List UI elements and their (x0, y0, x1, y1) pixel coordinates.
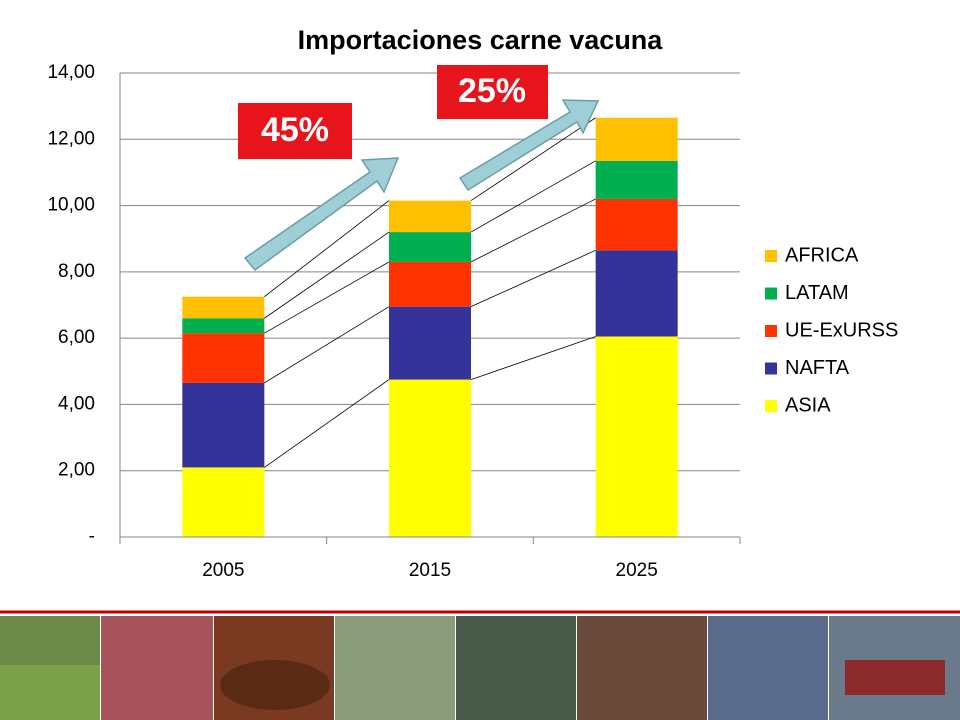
y-tick-label: 4,00 (58, 393, 95, 414)
legend-swatch (765, 362, 777, 375)
legend-swatch (765, 325, 777, 337)
legend-label: NAFTA (785, 357, 850, 379)
connector-line (470, 336, 596, 380)
legend-swatch (765, 400, 777, 412)
annotation-box (437, 65, 548, 119)
growth-arrow (243, 157, 400, 272)
bar-segment (182, 467, 265, 537)
bar-segment (182, 382, 265, 468)
connector-line (264, 261, 390, 334)
y-tick-label: 2,00 (58, 460, 95, 481)
x-tick-label: 2025 (616, 560, 658, 581)
connector-line (470, 117, 596, 201)
photo (456, 616, 576, 720)
legend-label: UE-ExURSS (785, 319, 898, 341)
x-tick-label: 2005 (202, 560, 244, 581)
bar-segment (595, 250, 678, 337)
connector-line (264, 200, 390, 298)
connector-line (470, 198, 596, 263)
photo (335, 616, 455, 720)
y-tick-label: 14,00 (47, 62, 95, 83)
connector-line (264, 306, 390, 384)
annotation-box (238, 103, 352, 159)
photo (101, 616, 213, 720)
photo (577, 616, 707, 720)
bar-segment (389, 306, 471, 380)
connector-line (264, 379, 390, 468)
x-tick-label: 2015 (409, 560, 451, 581)
photo-strip (0, 616, 960, 720)
annotation: 45% (261, 111, 329, 149)
y-tick-label: 10,00 (47, 195, 95, 216)
bar-segment (595, 160, 678, 199)
legend-label: LATAM (785, 282, 849, 304)
bar-segment (595, 336, 678, 537)
photo (220, 660, 330, 710)
legend-swatch (765, 287, 777, 300)
photo (708, 616, 828, 720)
bar-segment (182, 333, 265, 383)
y-tick-label: 12,00 (47, 128, 95, 149)
growth-arrow (458, 99, 600, 192)
chart-title: Importaciones carne vacuna (298, 25, 664, 55)
bar-segment (389, 200, 471, 233)
legend-label: AFRICA (785, 244, 859, 266)
bar-segment (389, 379, 471, 537)
y-tick-label: 6,00 (58, 327, 95, 348)
annotation: 25% (458, 72, 526, 110)
legend-label: ASIA (785, 394, 831, 416)
connector-line (470, 160, 596, 233)
legend-swatch (765, 250, 777, 262)
y-tick-label: 8,00 (58, 261, 95, 282)
bar-segment (182, 296, 265, 319)
bar-segment (389, 232, 471, 262)
photo (0, 665, 100, 720)
bar-segment (389, 261, 471, 307)
photo (845, 660, 945, 695)
connector-line (470, 249, 596, 308)
y-tick-label: - (89, 526, 95, 547)
bar-segment (182, 318, 265, 334)
bar-segment (595, 117, 678, 161)
bar-segment (595, 198, 678, 251)
connector-line (264, 231, 390, 319)
plot-area: - 2,00 4,00 6,00 8,00 10,00 12,00 14,00 2005 2015… (47, 62, 898, 581)
